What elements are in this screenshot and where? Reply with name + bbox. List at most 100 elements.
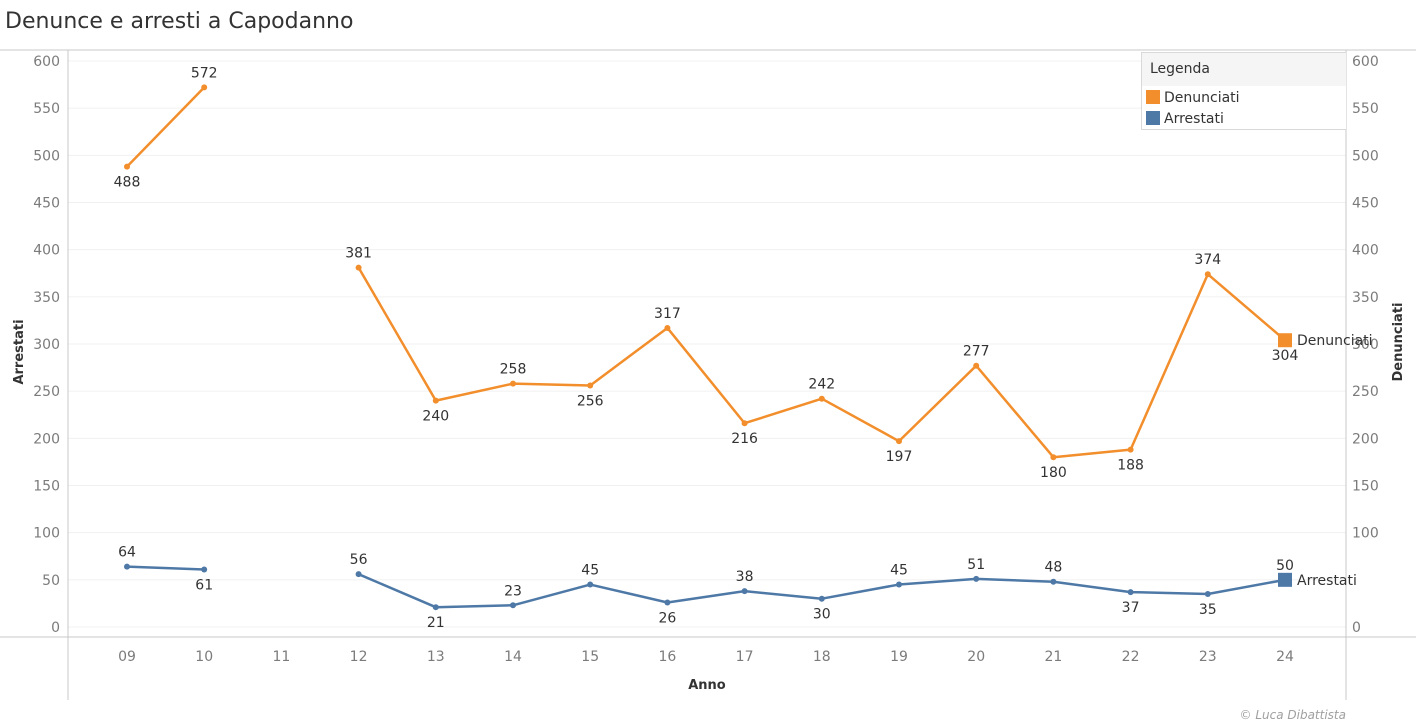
series-end-marker: [1278, 333, 1292, 348]
x-tick: 13: [427, 649, 445, 665]
data-point: [510, 380, 516, 387]
data-label: 180: [1040, 465, 1067, 481]
y-tick-right: 500: [1352, 148, 1379, 164]
x-tick: 24: [1276, 649, 1294, 665]
data-label: 216: [731, 431, 758, 447]
gridlines: [68, 60, 1346, 628]
y-tick-right: 450: [1352, 196, 1379, 212]
data-point: [1204, 590, 1211, 597]
y-axis-left-title: Arrestati: [12, 319, 27, 384]
legend-item-denunciati[interactable]: Denunciati: [1146, 89, 1240, 107]
series-line-arrestati: [126, 565, 205, 571]
y-tick-left: 400: [33, 243, 60, 259]
data-point: [896, 581, 902, 588]
data-label: 374: [1194, 252, 1221, 268]
x-tick: 15: [581, 649, 599, 665]
y-tick-left: 500: [33, 148, 60, 164]
series-end-label: Denunciati: [1297, 333, 1373, 349]
data-label: 26: [658, 610, 676, 626]
data-point: [818, 395, 825, 402]
data-label: 61: [195, 577, 213, 593]
y-tick-left: 550: [33, 101, 60, 117]
x-tick: 23: [1199, 649, 1217, 665]
x-tick: 14: [504, 649, 522, 665]
data-point: [510, 602, 516, 609]
data-label: 242: [808, 377, 835, 393]
y-tick-right: 350: [1352, 290, 1379, 306]
y-tick-right: 400: [1352, 243, 1379, 259]
y-tick-right: 150: [1352, 479, 1379, 495]
data-point: [124, 163, 130, 170]
data-point: [973, 575, 980, 582]
data-label: 51: [967, 557, 985, 573]
legend-label: Denunciati: [1164, 90, 1240, 106]
series-line-arrestati: [358, 573, 1286, 609]
data-label: 38: [736, 569, 754, 585]
y-tick-right: 0: [1352, 620, 1361, 636]
data-label: 35: [1199, 602, 1217, 618]
data-label: 304: [1272, 348, 1299, 364]
data-point: [432, 604, 439, 611]
x-tick: 12: [350, 649, 368, 665]
x-tick: 19: [890, 649, 908, 665]
data-point: [432, 397, 439, 404]
x-tick: 10: [195, 649, 213, 665]
data-point: [664, 599, 671, 606]
data-label: 45: [890, 563, 908, 579]
data-label: 48: [1044, 560, 1062, 576]
data-point: [818, 595, 825, 602]
data-point: [587, 581, 594, 588]
data-label: 188: [1117, 458, 1144, 474]
data-label: 197: [886, 449, 913, 465]
y-tick-left: 350: [33, 290, 60, 306]
legend-item-arrestati[interactable]: Arrestati: [1146, 110, 1224, 128]
legend-label: Arrestati: [1164, 111, 1224, 127]
data-labels: 488 572 381 240 258 256 317 216 242 197 277 180 188 3…: [114, 65, 1373, 631]
data-point: [201, 566, 208, 573]
y-tick-left: 200: [33, 431, 60, 447]
y-tick-right: 100: [1352, 526, 1379, 542]
data-point: [741, 588, 748, 595]
series-line-denunciati: [126, 86, 206, 168]
data-label: 64: [118, 545, 136, 561]
y-tick-left: 250: [33, 384, 60, 400]
data-label: 277: [963, 344, 990, 360]
x-tick: 09: [118, 649, 136, 665]
series-end-label: Arrestati: [1297, 573, 1357, 589]
data-label: 21: [427, 615, 445, 631]
y-tick-left: 0: [51, 620, 60, 636]
data-label: 572: [191, 65, 218, 81]
y-tick-right: 250: [1352, 384, 1379, 400]
y-tick-right: 300: [1352, 337, 1379, 353]
x-tick: 11: [272, 649, 290, 665]
data-point: [741, 420, 748, 427]
series-layer: [124, 84, 1292, 611]
data-label: 56: [350, 552, 368, 568]
legend[interactable]: Legenda Denunciati Arrestati: [1141, 52, 1346, 130]
data-label: 30: [813, 607, 831, 623]
y-tick-right: 600: [1352, 54, 1379, 70]
x-tick: 20: [967, 649, 985, 665]
y-axis-right-title: Denunciati: [1391, 303, 1406, 382]
data-label: 258: [500, 362, 527, 378]
legend-swatch-blue: [1146, 111, 1160, 125]
data-label: 317: [654, 306, 681, 322]
y-tick-right: 550: [1352, 101, 1379, 117]
data-point: [1127, 446, 1134, 453]
legend-swatch-orange: [1146, 90, 1160, 104]
data-point: [1204, 271, 1211, 278]
x-tick: 21: [1044, 649, 1062, 665]
credit-text: © Luca Dibattista: [1239, 708, 1346, 722]
data-point: [896, 438, 902, 445]
axes: 6005505004504003503002502001501005006005…: [0, 49, 1416, 700]
data-label: 240: [422, 409, 449, 425]
data-point: [1050, 454, 1057, 461]
data-label: 381: [345, 246, 372, 262]
y-tick-left: 150: [33, 479, 60, 495]
y-tick-left: 600: [33, 54, 60, 70]
data-point: [664, 324, 671, 331]
data-point: [1050, 578, 1057, 585]
data-label: 50: [1276, 558, 1294, 574]
y-tick-left: 50: [42, 573, 60, 589]
